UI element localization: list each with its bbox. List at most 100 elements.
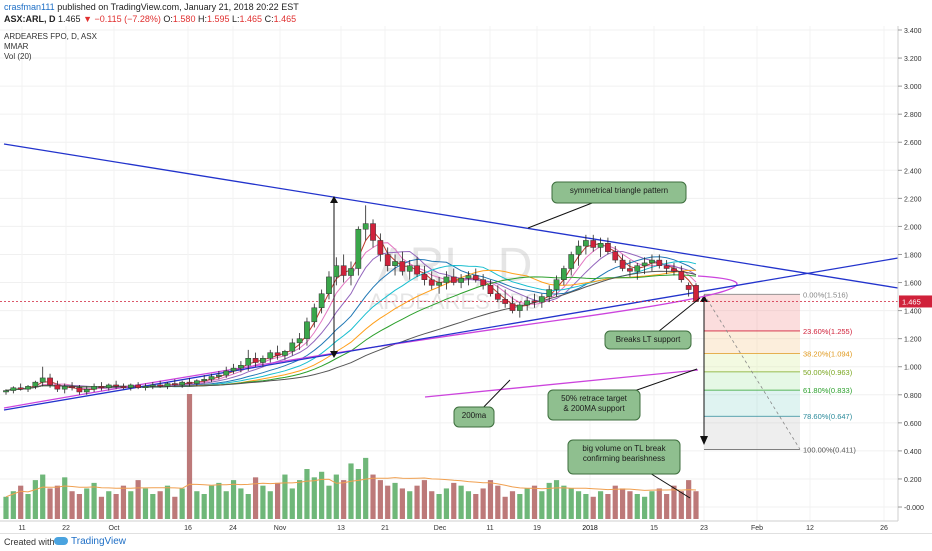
candle-body xyxy=(135,384,141,389)
candle-body xyxy=(230,367,237,372)
volume-bar xyxy=(561,485,567,519)
moving-average-line xyxy=(5,270,697,392)
fib-zone xyxy=(704,294,800,331)
fibonacci-retracement[interactable]: 0.00%(1.516) 23.60%(1.255) 38.20%(1.094) 50… xyxy=(700,290,856,454)
volume-bar xyxy=(590,496,596,519)
fib-level-label: 38.20%(1.094) xyxy=(803,350,853,359)
price-tick-label: 2.200 xyxy=(904,196,922,203)
volume-bar xyxy=(245,494,251,519)
volume-bar xyxy=(201,494,207,519)
high-label: H: xyxy=(197,14,207,24)
volume-bar xyxy=(399,488,405,519)
volume-bar xyxy=(517,494,523,519)
volume-bar xyxy=(575,491,582,519)
volume-bar xyxy=(642,496,648,519)
volume-bar xyxy=(260,485,266,519)
candle-body xyxy=(194,380,200,384)
candle-body xyxy=(208,376,215,380)
volume-bar xyxy=(451,482,457,519)
fib-zone xyxy=(704,390,800,417)
publish-info: published on TradingView.com, January 21… xyxy=(54,2,299,12)
time-axis[interactable]: 11 22 Oct 16 24 Nov 13 21 Dec 11 19 2018 15 23 Feb 12 26 xyxy=(0,520,898,532)
volume-bar xyxy=(311,477,317,519)
volume-bar xyxy=(686,480,692,519)
candle-body xyxy=(3,390,9,393)
candle-body xyxy=(428,279,435,286)
annotations[interactable]: symmetrical triangle pattern Breaks LT su… xyxy=(453,181,701,499)
volume-bar xyxy=(274,482,281,519)
triangle-callout-box xyxy=(551,181,687,204)
volume-bar xyxy=(649,491,655,519)
candle-body xyxy=(171,383,178,386)
volume-bar xyxy=(76,494,83,519)
candle-body xyxy=(436,282,442,286)
candle-body xyxy=(568,254,575,269)
candle-body xyxy=(487,285,494,295)
volume-bar xyxy=(370,474,376,519)
fib-zone xyxy=(704,353,800,372)
candle-body xyxy=(348,268,354,276)
candle-body xyxy=(539,296,545,303)
volume-bar xyxy=(142,488,149,519)
candle-body xyxy=(98,386,105,388)
high-value: 1.595 xyxy=(206,14,230,24)
fib-zone xyxy=(704,416,800,450)
time-tick-label: 2018 xyxy=(582,525,598,532)
volume-bar xyxy=(612,485,618,519)
publish-line: crasfman111 published on TradingView.com… xyxy=(4,2,299,12)
candle-body xyxy=(142,386,149,388)
candle-body xyxy=(399,261,406,272)
tradingview-logo[interactable]: TradingView xyxy=(54,536,126,547)
volume-bar xyxy=(634,494,640,519)
volume-bar xyxy=(487,480,494,519)
volume-bar xyxy=(678,491,684,519)
volume-bar xyxy=(106,491,112,519)
candle-body xyxy=(179,381,186,386)
fib-zone xyxy=(704,330,800,354)
volume-bar xyxy=(392,482,398,519)
volume-bar xyxy=(480,488,486,519)
price-tick-label: 1.600 xyxy=(904,281,922,288)
price-axis-bg xyxy=(898,26,932,533)
candle-body xyxy=(590,240,597,248)
candle-body xyxy=(583,240,589,247)
candle-body xyxy=(641,262,648,266)
volume-bar xyxy=(458,485,464,519)
candle-body xyxy=(612,251,619,261)
candle-body xyxy=(605,242,611,252)
candle-body xyxy=(113,384,119,387)
candle-body xyxy=(494,293,501,300)
author-link[interactable]: crasfman111 xyxy=(4,2,55,12)
candle-body xyxy=(17,387,24,390)
price-axis[interactable]: 3.400 3.200 3.000 2.800 2.600 2.400 2.200 2.000… xyxy=(897,26,932,533)
price-tick-label: 3.200 xyxy=(904,56,922,63)
volume-callout-text: big volume on TL break xyxy=(582,444,666,453)
candle-body xyxy=(61,386,68,390)
volume-bar xyxy=(135,480,141,519)
candle-body xyxy=(472,275,479,280)
trend-lines[interactable] xyxy=(0,143,899,411)
time-tick-label: 11 xyxy=(486,525,493,532)
candle-body xyxy=(274,352,281,356)
volume-bar xyxy=(421,480,428,519)
candle-body xyxy=(377,240,384,255)
time-tick-label: 15 xyxy=(650,525,658,532)
price-tick-label: 1.000 xyxy=(904,365,922,372)
open-label: O: xyxy=(163,14,173,24)
close-value: 1.465 xyxy=(273,14,297,24)
last-price: 1.465 xyxy=(58,14,81,24)
time-tick-label: 24 xyxy=(229,525,237,532)
fib-level-label: 23.60%(1.255) xyxy=(803,327,853,336)
last-price-tag-label: 1.465 xyxy=(902,297,921,306)
time-tick-label: 23 xyxy=(700,525,708,532)
volume-bar xyxy=(10,491,16,519)
retrace-callout-text: & 200MA support xyxy=(563,404,625,413)
volume-bar xyxy=(3,496,9,519)
chart-header: crasfman111 published on TradingView.com… xyxy=(0,0,932,26)
volume-callout-text: confirming bearishness xyxy=(583,454,665,463)
price-tick-label: 2.400 xyxy=(904,168,922,175)
down-arrow-icon: ▼ xyxy=(83,14,92,24)
ma200-projection xyxy=(424,369,699,398)
volume-bar xyxy=(553,480,560,519)
